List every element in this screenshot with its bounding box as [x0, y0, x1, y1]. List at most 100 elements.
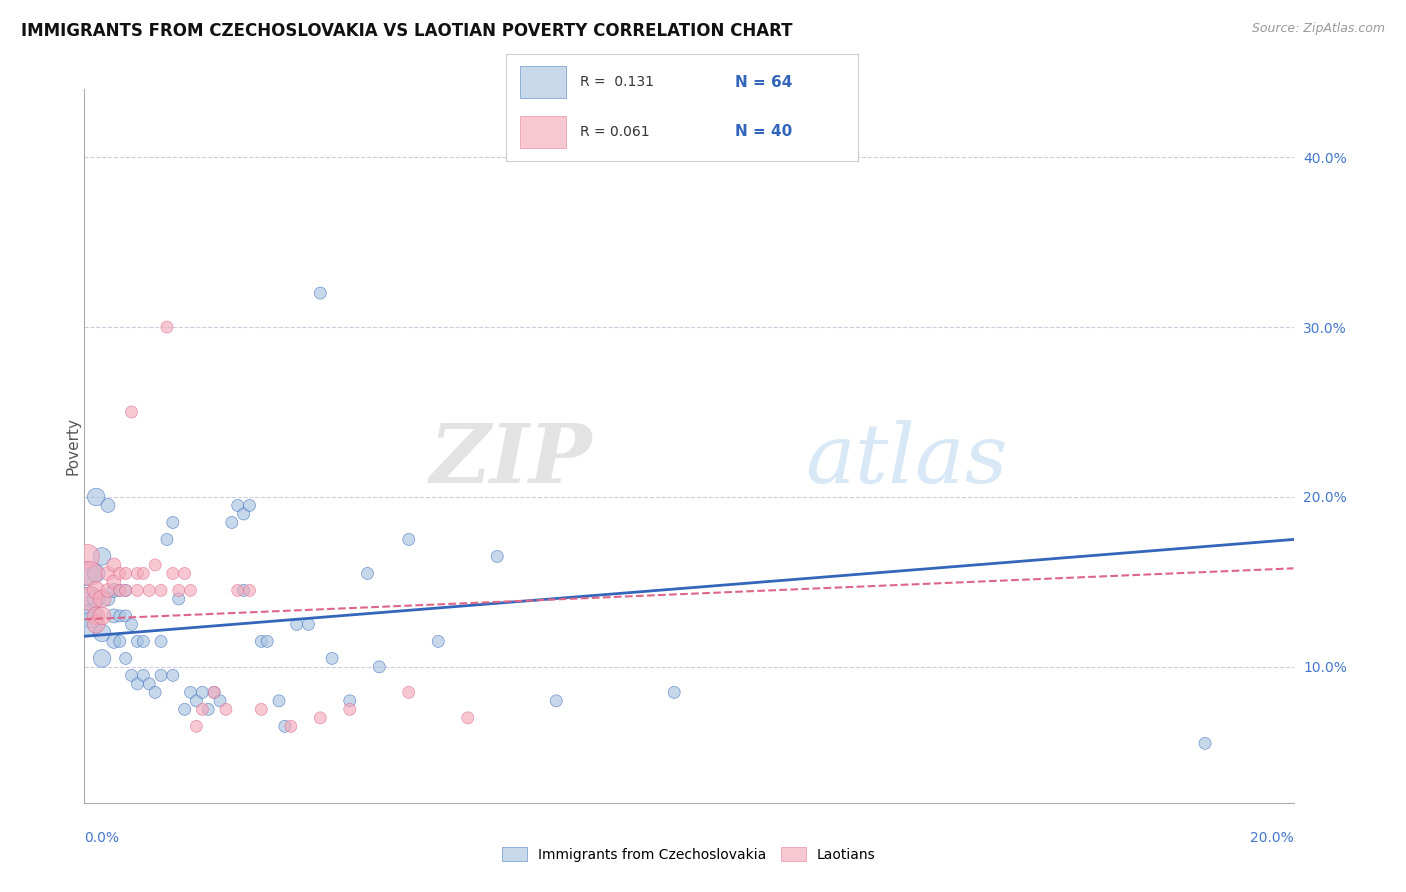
Point	[121, 617, 143, 632]
Point	[309, 286, 332, 301]
Point	[256, 634, 278, 648]
Point	[132, 634, 155, 648]
Point	[91, 626, 114, 640]
Point	[84, 583, 107, 598]
Point	[97, 591, 120, 606]
Point	[114, 566, 136, 581]
Point	[226, 499, 249, 513]
Point	[186, 719, 208, 733]
Point	[103, 583, 125, 598]
Point	[79, 617, 101, 632]
Point	[150, 583, 173, 598]
Point	[162, 668, 184, 682]
Point	[202, 685, 225, 699]
Point	[108, 583, 131, 598]
Point	[84, 490, 107, 504]
Point	[91, 549, 114, 564]
Bar	[520, 116, 565, 148]
Point	[180, 685, 202, 699]
Point	[76, 566, 98, 581]
Point	[232, 507, 254, 521]
Point	[150, 668, 173, 682]
Point	[103, 608, 125, 623]
Text: 0.0%: 0.0%	[84, 831, 120, 846]
Point	[114, 583, 136, 598]
Point	[398, 685, 420, 699]
Point	[250, 634, 273, 648]
Point	[173, 566, 195, 581]
Text: Source: ZipAtlas.com: Source: ZipAtlas.com	[1251, 22, 1385, 36]
Point	[226, 583, 249, 598]
Bar	[520, 66, 565, 98]
Point	[114, 583, 136, 598]
Legend: Immigrants from Czechoslovakia, Laotians: Immigrants from Czechoslovakia, Laotians	[496, 841, 882, 867]
Text: 20.0%: 20.0%	[1250, 831, 1294, 846]
Point	[202, 685, 225, 699]
Point	[79, 591, 101, 606]
Point	[546, 694, 568, 708]
Text: atlas: atlas	[806, 420, 1008, 500]
Point	[91, 651, 114, 665]
Point	[84, 608, 107, 623]
Text: ZIP: ZIP	[430, 420, 592, 500]
Point	[143, 685, 166, 699]
Point	[79, 566, 101, 581]
Point	[97, 566, 120, 581]
Point	[132, 566, 155, 581]
Text: N = 40: N = 40	[734, 124, 792, 139]
Point	[232, 583, 254, 598]
Point	[156, 320, 179, 334]
Point	[180, 583, 202, 598]
Point	[143, 558, 166, 572]
Point	[186, 694, 208, 708]
Point	[79, 591, 101, 606]
Point	[398, 533, 420, 547]
Point	[167, 583, 190, 598]
Point	[197, 702, 219, 716]
Point	[339, 694, 361, 708]
Point	[108, 566, 131, 581]
Point	[208, 694, 231, 708]
Point	[132, 668, 155, 682]
Point	[127, 634, 149, 648]
Point	[191, 702, 214, 716]
Text: IMMIGRANTS FROM CZECHOSLOVAKIA VS LAOTIAN POVERTY CORRELATION CHART: IMMIGRANTS FROM CZECHOSLOVAKIA VS LAOTIA…	[21, 22, 793, 40]
Point	[664, 685, 686, 699]
Text: R =  0.131: R = 0.131	[579, 76, 654, 89]
Point	[138, 583, 160, 598]
Point	[173, 702, 195, 716]
Point	[427, 634, 450, 648]
Point	[103, 558, 125, 572]
Point	[121, 405, 143, 419]
Point	[238, 499, 260, 513]
Point	[167, 591, 190, 606]
Point	[114, 608, 136, 623]
Text: N = 64: N = 64	[734, 75, 792, 90]
Point	[486, 549, 509, 564]
Point	[114, 651, 136, 665]
Point	[108, 608, 131, 623]
Point	[339, 702, 361, 716]
Point	[97, 583, 120, 598]
Point	[356, 566, 378, 581]
Point	[297, 617, 319, 632]
Point	[103, 634, 125, 648]
Point	[156, 533, 179, 547]
Point	[215, 702, 238, 716]
Point	[84, 591, 107, 606]
Point	[221, 516, 243, 530]
Point	[108, 634, 131, 648]
Point	[191, 685, 214, 699]
Point	[127, 566, 149, 581]
Point	[457, 711, 479, 725]
Point	[274, 719, 297, 733]
Point	[108, 583, 131, 598]
Point	[162, 566, 184, 581]
Point	[97, 499, 120, 513]
Point	[280, 719, 302, 733]
Point	[250, 702, 273, 716]
Text: R = 0.061: R = 0.061	[579, 125, 650, 138]
Point	[84, 566, 107, 581]
Point	[267, 694, 290, 708]
Point	[76, 549, 98, 564]
